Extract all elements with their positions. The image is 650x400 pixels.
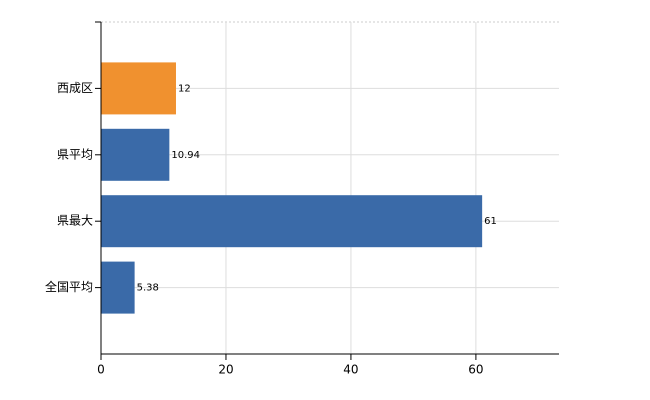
bar [101, 195, 483, 248]
y-tick-label: 県平均 [57, 147, 93, 161]
y-tick-label: 全国平均 [45, 279, 93, 294]
value-label: 10.94 [171, 150, 200, 161]
value-label: 61 [484, 216, 497, 227]
y-tick-label: 西成区 [57, 81, 93, 95]
x-tick-label: 0 [97, 363, 105, 377]
x-tick-label: 40 [343, 363, 358, 377]
bar [101, 62, 176, 115]
x-tick-label: 60 [468, 363, 483, 377]
bar [101, 128, 170, 181]
x-tick-label: 20 [218, 363, 233, 377]
bar [101, 261, 135, 314]
value-label: 5.38 [137, 283, 159, 294]
value-label: 12 [178, 83, 191, 94]
y-tick-label: 県最大 [57, 214, 93, 228]
